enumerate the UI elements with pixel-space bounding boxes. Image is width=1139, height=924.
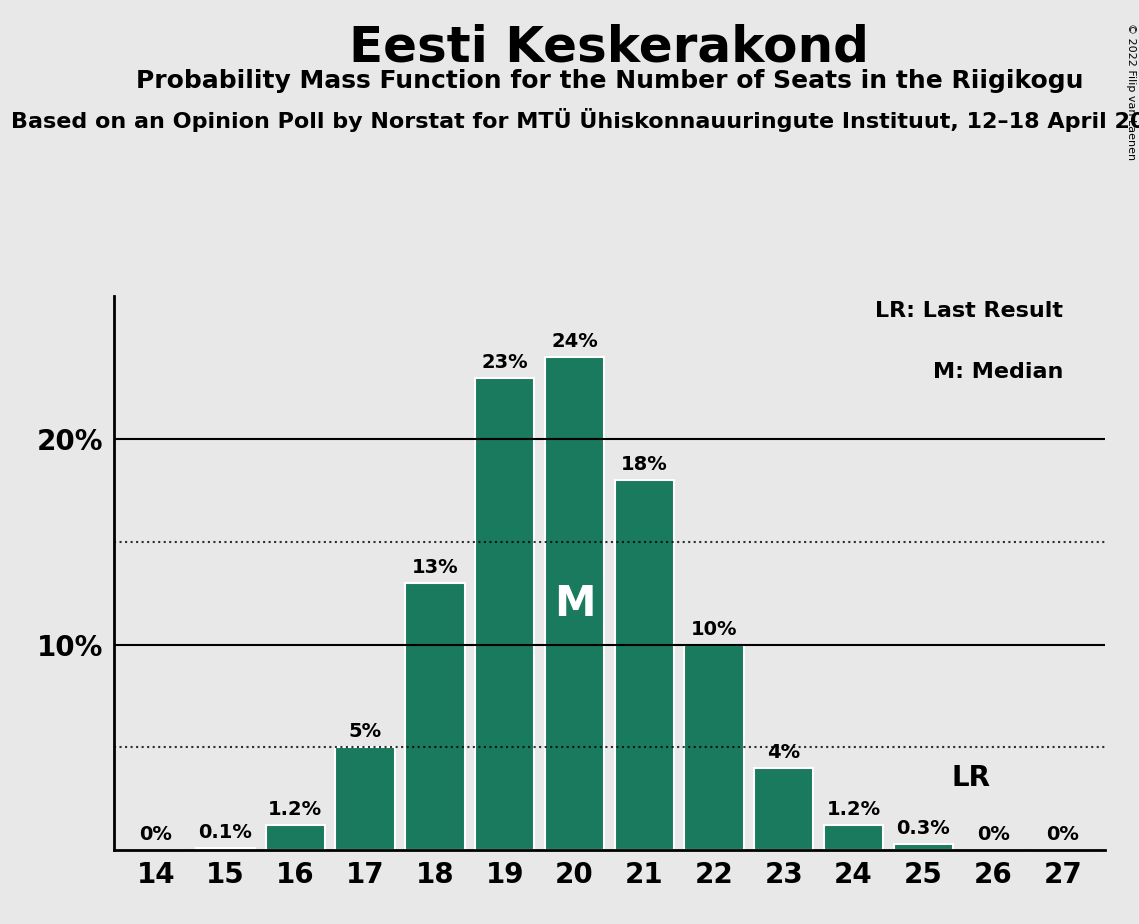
Text: 1.2%: 1.2% <box>827 800 880 820</box>
Text: Probability Mass Function for the Number of Seats in the Riigikogu: Probability Mass Function for the Number… <box>136 69 1083 93</box>
Text: M: Median: M: Median <box>933 362 1063 383</box>
Text: 1.2%: 1.2% <box>269 800 322 820</box>
Text: 0.1%: 0.1% <box>198 823 253 842</box>
Text: 24%: 24% <box>551 332 598 351</box>
Bar <box>823 825 883 850</box>
Text: 0.3%: 0.3% <box>896 819 950 838</box>
Bar <box>265 825 325 850</box>
Text: LR: LR <box>951 764 990 792</box>
Bar <box>475 378 534 850</box>
Text: 23%: 23% <box>482 353 528 371</box>
Text: 0%: 0% <box>139 825 172 844</box>
Bar <box>196 848 255 850</box>
Text: © 2022 Filip van Laenen: © 2022 Filip van Laenen <box>1126 23 1136 160</box>
Bar <box>544 358 604 850</box>
Text: 0%: 0% <box>977 825 1009 844</box>
Bar <box>405 583 465 850</box>
Bar <box>615 480 674 850</box>
Text: 10%: 10% <box>690 620 737 638</box>
Text: 18%: 18% <box>621 456 667 474</box>
Text: Based on an Opinion Poll by Norstat for MTÜ Ühiskonnauuringute Instituut, 12–18 : Based on an Opinion Poll by Norstat for … <box>11 108 1139 132</box>
Text: 4%: 4% <box>768 743 801 761</box>
Bar <box>685 645 744 850</box>
Text: M: M <box>554 583 596 625</box>
Bar <box>894 844 953 850</box>
Bar <box>336 748 395 850</box>
Text: 13%: 13% <box>411 558 458 577</box>
Bar <box>754 768 813 850</box>
Text: 5%: 5% <box>349 723 382 741</box>
Text: 0%: 0% <box>1047 825 1080 844</box>
Text: Eesti Keskerakond: Eesti Keskerakond <box>350 23 869 71</box>
Text: LR: Last Result: LR: Last Result <box>875 301 1063 322</box>
